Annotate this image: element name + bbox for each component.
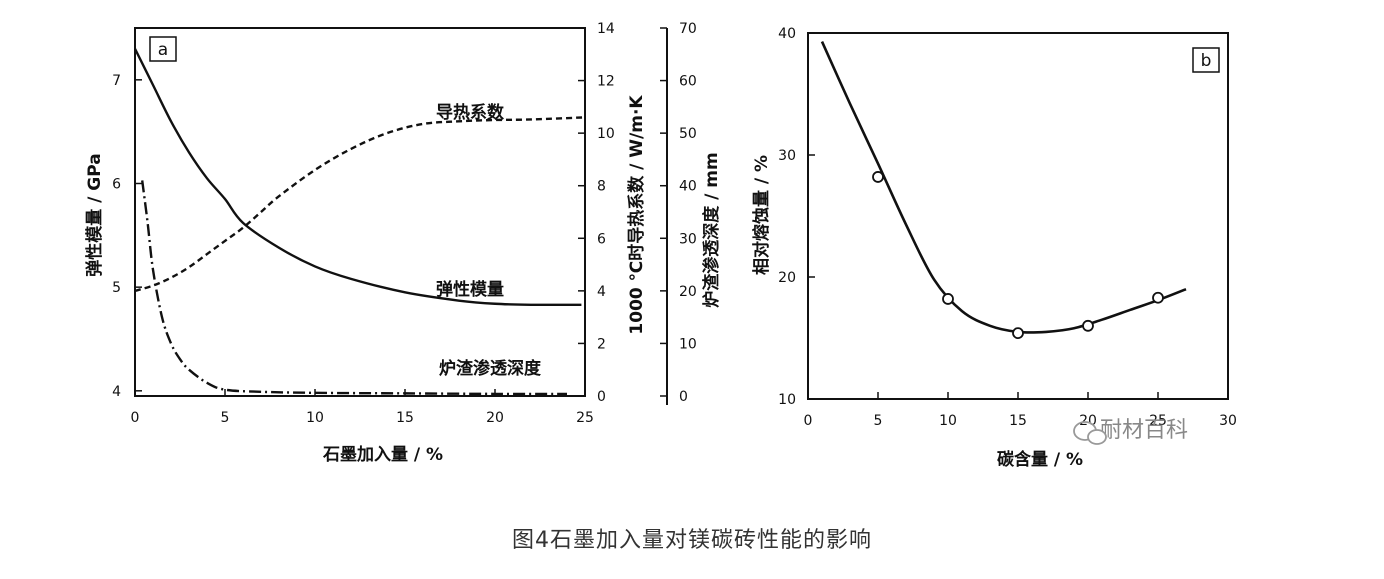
panel-a-frame — [134, 27, 586, 397]
series-line-0 — [133, 48, 582, 307]
annotation-elastic-modulus: 弹性模量 — [436, 279, 504, 300]
data-point-marker — [1012, 327, 1024, 340]
annotation-thermal-conductivity: 导热系数 — [436, 102, 505, 123]
figure-caption: 图4石墨加入量对镁碳砖性能的影响 — [512, 528, 872, 553]
left-tick-label: 7 — [112, 73, 121, 89]
x-tick-label: 25 — [1149, 413, 1167, 429]
y-tick-label: 20 — [778, 270, 796, 286]
panel-a-xlabel: 石墨加入量 / % — [322, 444, 443, 465]
x-tick-label: 30 — [1219, 413, 1237, 429]
right1-tick-label: 8 — [597, 179, 606, 195]
right2-tick-label: 60 — [679, 74, 697, 90]
left-tick-label: 4 — [112, 384, 121, 400]
wechat-icon — [1073, 421, 1107, 445]
x-tick-label: 10 — [306, 410, 324, 426]
series-line-1 — [134, 116, 586, 293]
x-tick-label: 15 — [396, 410, 414, 426]
x-tick-label: 15 — [1009, 413, 1027, 429]
series-line-2 — [141, 180, 568, 396]
right1-tick-label: 0 — [597, 389, 606, 405]
data-point-marker — [872, 171, 884, 183]
right1-tick-label: 2 — [597, 336, 606, 352]
data-point-marker — [942, 293, 954, 305]
panel-a-label-box — [149, 36, 177, 62]
y-tick-label: 10 — [778, 392, 796, 408]
panel-a: a 0 5 10 15 20 25 4 5 6 7 0 2 4 6 8 10 12 14 0 10 20 30 40 5… — [84, 21, 722, 465]
panel-b-frame — [807, 32, 1229, 400]
panel-b-ylabel: 相对熔蚀量 / % — [751, 155, 772, 275]
left-tick-label: 5 — [112, 280, 121, 296]
right2-tick-label: 10 — [679, 336, 697, 352]
right2-tick-label: 70 — [679, 21, 697, 37]
left-tick-label: 6 — [112, 176, 121, 192]
right2-tick-label: 30 — [679, 231, 697, 247]
x-tick-label: 5 — [874, 413, 883, 429]
panel-b-label: b — [1201, 51, 1212, 71]
x-tick-label: 0 — [131, 410, 140, 426]
panel-a-left-axis-label: 弹性模量 / GPa — [84, 153, 105, 276]
annotation-slag-penetration: 炉渣渗透深度 — [439, 358, 542, 379]
right2-tick-label: 40 — [679, 179, 697, 195]
right2-tick-label: 50 — [679, 126, 697, 142]
right1-tick-label: 6 — [597, 231, 606, 247]
y-tick-label: 40 — [778, 26, 796, 42]
data-point-marker — [1082, 319, 1094, 332]
x-tick-label: 10 — [939, 413, 957, 429]
panel-a-right1-axis-label: 1000 ℃时导热系数 / W/m·K — [626, 95, 647, 335]
x-tick-label: 0 — [804, 413, 813, 429]
panel-a-label: a — [158, 40, 168, 60]
right1-tick-label: 12 — [597, 74, 615, 90]
right1-tick-label: 10 — [597, 126, 615, 142]
right2-tick-label: 0 — [679, 389, 688, 405]
panel-b-label-box — [1192, 47, 1220, 73]
fit-curve — [820, 41, 1187, 334]
right1-tick-label: 4 — [597, 284, 606, 300]
panel-b-xlabel: 碳含量 / % — [997, 449, 1083, 470]
x-tick-label: 20 — [486, 410, 504, 426]
data-point-marker — [1152, 291, 1164, 304]
y-tick-label: 30 — [778, 148, 796, 164]
right2-tick-label: 20 — [679, 284, 697, 300]
watermark-text: 耐材百科 — [1100, 418, 1188, 443]
right1-tick-label: 14 — [597, 21, 615, 37]
x-tick-label: 5 — [221, 410, 230, 426]
x-tick-label: 25 — [576, 410, 594, 426]
panel-a-right2-axis-label: 炉渣渗透深度 / mm — [701, 152, 722, 307]
